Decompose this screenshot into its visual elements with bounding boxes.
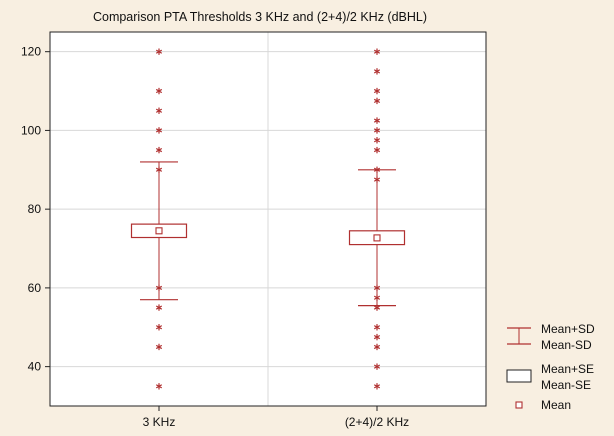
data-point-star <box>155 324 163 331</box>
y-tick-label: 60 <box>28 281 42 295</box>
star-stroke <box>155 147 163 153</box>
legend-mean-symbol <box>515 401 523 409</box>
star-stroke <box>155 49 163 54</box>
star-stroke <box>373 384 381 389</box>
star-stroke <box>373 98 381 104</box>
star-stroke <box>155 285 163 291</box>
star-stroke <box>155 325 163 330</box>
legend-label: Mean+SE <box>541 362 594 376</box>
legend-label: Mean-SD <box>541 338 592 352</box>
y-tick-label: 80 <box>28 202 42 216</box>
data-point-star <box>155 146 163 154</box>
data-point-star <box>373 333 381 341</box>
data-point-star <box>373 383 381 390</box>
star-stroke <box>373 69 381 74</box>
data-point-star <box>373 304 381 311</box>
star-stroke <box>373 118 381 123</box>
data-point-star <box>373 87 381 95</box>
star-stroke <box>373 334 381 340</box>
star-stroke <box>373 305 381 310</box>
star-stroke <box>155 128 163 133</box>
data-point-star <box>373 294 381 301</box>
data-point-star <box>155 166 163 173</box>
star-stroke <box>373 285 381 291</box>
star-stroke <box>373 138 381 143</box>
data-point-star <box>373 146 381 154</box>
legend-label: Mean <box>541 398 571 412</box>
star-stroke <box>155 384 163 389</box>
data-point-star <box>373 343 381 351</box>
star-stroke <box>373 128 381 133</box>
data-point-star <box>155 107 163 114</box>
data-point-star <box>373 176 381 183</box>
data-point-star <box>373 48 381 55</box>
data-point-star <box>373 127 381 134</box>
data-point-star <box>155 304 163 311</box>
data-point-star <box>373 117 381 124</box>
star-stroke <box>373 49 381 54</box>
star-stroke <box>373 325 381 330</box>
data-point-star <box>373 137 381 144</box>
star-stroke <box>373 167 381 172</box>
data-point-star <box>155 383 163 390</box>
data-point-star <box>373 68 381 75</box>
plot-frame <box>49 31 487 407</box>
data-point-star <box>373 166 381 173</box>
data-point-star <box>155 87 163 95</box>
legend-label: Mean-SE <box>541 378 591 392</box>
chart-title: Comparison PTA Thresholds 3 KHz and (2+4… <box>92 10 428 24</box>
x-tick-label: (2+4)/2 KHz <box>345 415 409 429</box>
data-point-star <box>155 127 163 134</box>
data-point-star <box>155 343 163 351</box>
star-stroke <box>373 344 381 350</box>
star-stroke <box>373 147 381 153</box>
y-tick-label: 40 <box>28 360 42 374</box>
star-stroke <box>373 295 381 300</box>
star-stroke <box>373 177 381 182</box>
star-stroke <box>155 88 163 94</box>
y-tick-label: 120 <box>21 45 41 59</box>
data-point-star <box>373 363 381 370</box>
x-tick-label: 3 KHz <box>143 415 176 429</box>
data-point-star <box>155 284 163 292</box>
legend-box-symbol <box>506 369 532 383</box>
star-stroke <box>155 167 163 172</box>
mean-marker <box>155 227 163 235</box>
y-tick-label: 100 <box>21 123 41 137</box>
star-stroke <box>155 344 163 350</box>
star-stroke <box>373 364 381 369</box>
data-point-star <box>373 324 381 331</box>
star-stroke <box>155 108 163 113</box>
legend-label: Mean+SD <box>541 322 595 336</box>
data-point-star <box>373 97 381 105</box>
star-stroke <box>373 88 381 94</box>
mean-marker <box>373 234 381 242</box>
data-point-star <box>155 48 163 55</box>
star-stroke <box>155 305 163 310</box>
data-point-star <box>373 284 381 292</box>
